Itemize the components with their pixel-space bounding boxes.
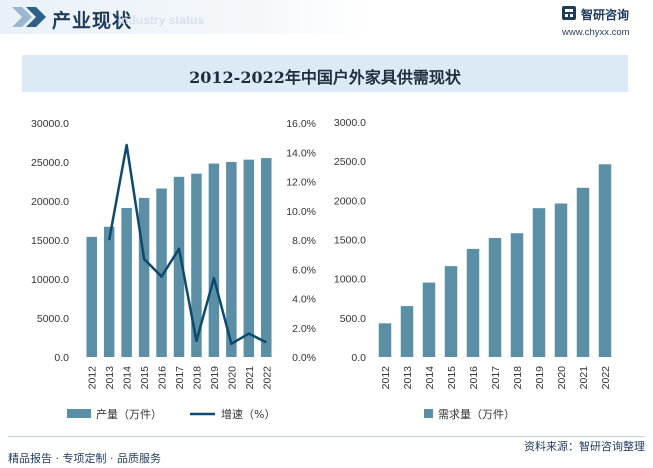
header-background [0,0,370,34]
x-axis-tick: 2016 [157,366,169,390]
legend-production-label: 产量（万件） [96,407,162,421]
production-bar-2019 [208,163,220,357]
demand-bar-2018 [510,233,524,357]
x-axis-tick: 2019 [534,366,546,390]
x-axis-tick: 2018 [191,366,203,390]
x-axis-tick: 2012 [380,366,392,390]
demand-bar-2015 [444,266,458,357]
brand-url[interactable]: www.chyxx.com [562,27,630,38]
header-watermark: Industry status [118,13,205,27]
production-bar-2013 [103,226,115,357]
left-axis-tick: 0.0 [54,352,69,364]
legend-growth-label: 增速（%） [221,407,275,421]
production-bar-2015 [138,197,150,357]
legend-demand-swatch [424,409,433,418]
production-bar-2017 [173,176,185,357]
production-bar-2014 [121,208,132,357]
demand-axis-tick: 3000.0 [334,117,366,129]
demand-bar-2022 [598,164,612,357]
production-chart: 0.0 5000.0 10000.0 15000.0 20000.0 25000.0 300… [31,118,316,421]
x-axis-tick: 2020 [556,366,568,390]
left-axis-tick: 10000.0 [31,274,69,286]
x-axis-tick: 2016 [468,366,480,390]
demand-bar-2014 [422,282,436,357]
demand-bar-2012 [378,323,392,357]
x-axis-tick: 2021 [244,366,256,390]
brand-name: 智研咨询 [581,8,630,22]
x-axis-tick: 2018 [512,366,524,390]
legend-bar-swatch [67,409,91,418]
x-axis-tick: 2013 [402,366,414,390]
left-axis-tick: 25000.0 [31,157,69,169]
x-axis-tick: 2022 [600,366,612,390]
left-axis-tick: 15000.0 [31,235,69,247]
demand-axis-tick: 2500.0 [334,156,366,168]
brand-logo-icon [562,6,576,20]
right-axis-tick: 16.0% [286,118,316,130]
left-axis-tick: 5000.0 [37,313,69,325]
x-axis-tick: 2022 [261,366,273,390]
right-axis-tick: 2.0% [292,323,316,335]
right-axis-tick: 12.0% [286,177,316,189]
source-note: 资料来源：智研咨询整理 [524,440,645,453]
x-axis-tick: 2021 [578,366,590,390]
chart-title: 2012-2022年中国户外家具供需现状 [189,68,461,87]
demand-chart: 0.0 500.0 1000.0 1500.0 2000.0 2500.0 3000.0 2… [334,117,612,421]
section-header: 产业现状 Industry status [0,0,653,38]
x-axis-tick: 2020 [226,366,238,390]
x-axis-tick: 2013 [104,366,116,390]
right-axis-tick: 0.0% [292,352,316,364]
production-bar-2012 [86,236,97,357]
demand-bar-2020 [554,203,568,357]
right-axis-tick: 6.0% [292,264,316,276]
demand-axis-tick: 1000.0 [334,274,366,286]
demand-bar-2013 [400,306,414,357]
brand: 智研咨询 [562,6,650,22]
right-axis-tick: 8.0% [292,235,316,247]
left-axis-tick: 20000.0 [31,196,69,208]
growth-rate-line [107,143,267,346]
production-bar-2021 [243,159,255,357]
demand-axis-tick: 2000.0 [334,195,366,207]
section-title: 产业现状 [52,10,133,32]
x-axis-tick: 2012 [87,366,99,390]
demand-axis-tick: 0.0 [351,352,366,364]
x-axis-tick: 2017 [490,366,502,390]
x-axis-tick: 2017 [174,366,186,390]
demand-bar-2016 [466,248,480,357]
x-axis-tick: 2014 [122,366,134,390]
x-axis-tick: 2019 [209,366,221,390]
demand-bar-2021 [576,187,590,357]
double-chevron-icon [12,7,46,27]
x-axis-tick: 2014 [424,366,436,390]
right-axis-tick: 14.0% [286,147,316,159]
x-axis-tick: 2015 [139,366,151,390]
production-bar-2016 [156,188,167,357]
footer-slogan: 精品报告 · 专项定制 · 品质服务 [8,452,161,465]
chart-title-box: 2012-2022年中国户外家具供需现状 [22,55,628,92]
production-bar-2020 [226,162,237,357]
legend-demand-label: 需求量（万件） [438,408,515,421]
right-axis-tick: 10.0% [286,206,316,218]
right-axis-tick: 4.0% [292,294,316,306]
demand-bar-2019 [532,208,546,357]
demand-bar-2017 [488,237,502,357]
footer-divider [8,436,645,437]
left-axis-tick: 30000.0 [31,118,69,130]
demand-axis-tick: 500.0 [340,313,366,325]
x-axis-tick: 2015 [446,366,458,390]
demand-axis-tick: 1500.0 [334,235,366,247]
production-bar-2022 [261,158,272,357]
production-bar-2018 [191,173,202,357]
